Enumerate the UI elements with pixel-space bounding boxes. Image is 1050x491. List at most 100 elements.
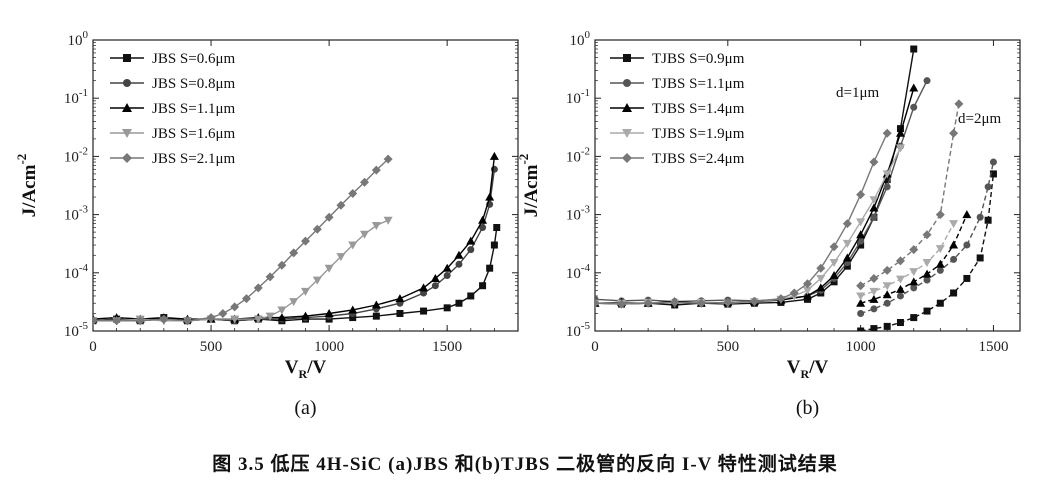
data-point xyxy=(896,318,904,326)
data-point xyxy=(883,176,891,184)
data-point xyxy=(895,256,905,266)
annotation-label: d=2μm xyxy=(958,111,1002,127)
data-point xyxy=(910,103,918,111)
y-axis-label: J/Acm-2 xyxy=(516,154,542,218)
data-point xyxy=(803,291,812,300)
series-line xyxy=(595,147,902,304)
data-point xyxy=(882,282,892,291)
data-point xyxy=(870,305,878,313)
data-point xyxy=(895,128,905,137)
data-point xyxy=(856,190,866,200)
data-point xyxy=(493,224,501,232)
data-point xyxy=(856,298,866,307)
legend-item: JBS S=2.1μm xyxy=(110,151,236,167)
data-point xyxy=(883,299,891,307)
chart-panel-a: 0 500 1000 1500 10-5 10-4 10-3 10-2 10-1 100 VR/V J… xyxy=(14,29,519,419)
data-point xyxy=(949,128,959,138)
y-tick-label: 10-3 xyxy=(64,204,89,224)
data-point xyxy=(336,253,346,262)
data-point xyxy=(984,183,992,191)
series-3 xyxy=(93,151,499,323)
data-point xyxy=(857,309,865,317)
data-point xyxy=(922,259,932,268)
legend-item: TJBS S=1.4μm xyxy=(610,101,745,117)
legend-marker xyxy=(622,153,632,163)
data-point xyxy=(829,270,839,279)
data-point xyxy=(936,266,944,274)
data-point xyxy=(135,316,145,326)
legend-label: JBS S=1.6μm xyxy=(152,126,236,142)
legend-item: JBS S=1.6μm xyxy=(110,126,236,142)
data-point xyxy=(976,254,984,262)
data-point xyxy=(442,263,452,272)
series-line xyxy=(93,227,498,322)
data-point xyxy=(93,316,98,326)
legend-marker xyxy=(622,103,632,112)
x-axis-label: VR/V xyxy=(285,357,327,381)
data-point xyxy=(324,308,334,317)
data-point xyxy=(312,276,322,285)
data-point xyxy=(443,271,451,279)
data-point xyxy=(443,304,451,312)
data-point xyxy=(348,305,358,314)
data-point xyxy=(976,213,984,221)
legend-marker xyxy=(622,129,632,138)
data-point xyxy=(895,275,905,284)
data-point xyxy=(360,177,370,187)
data-point xyxy=(467,246,475,254)
data-point xyxy=(277,260,287,270)
data-point xyxy=(230,302,240,312)
data-point xyxy=(829,242,839,252)
legend-label: JBS S=0.8μm xyxy=(152,76,236,92)
data-point xyxy=(816,274,826,283)
data-point xyxy=(670,297,680,307)
data-point xyxy=(856,230,866,239)
data-point xyxy=(883,183,891,191)
data-point xyxy=(348,189,358,199)
legend-item: TJBS S=1.1μm xyxy=(610,76,745,92)
data-point xyxy=(595,298,600,308)
data-point xyxy=(936,299,944,307)
data-point xyxy=(896,125,904,133)
legend-marker xyxy=(122,103,132,112)
data-point xyxy=(869,203,879,212)
data-point xyxy=(277,306,287,315)
data-point xyxy=(265,272,275,282)
y-tick-label: 10-3 xyxy=(566,204,591,224)
x-axis-label: VR/V xyxy=(787,357,829,381)
legend-label: TJBS S=1.1μm xyxy=(652,76,745,92)
data-point xyxy=(289,298,299,307)
y-tick-label: 10-2 xyxy=(566,145,590,165)
y-tick-label: 100 xyxy=(570,29,591,49)
data-point xyxy=(870,325,878,331)
data-point xyxy=(478,215,488,224)
series-line xyxy=(595,87,915,304)
data-point xyxy=(455,260,463,268)
data-point xyxy=(253,283,263,293)
data-point xyxy=(324,264,334,273)
data-point xyxy=(489,151,499,160)
data-point xyxy=(816,283,826,292)
data-point xyxy=(935,259,945,268)
data-point xyxy=(218,308,228,318)
plot-area xyxy=(93,151,501,326)
data-point xyxy=(479,224,487,232)
data-point xyxy=(963,241,971,249)
data-point xyxy=(869,196,879,205)
data-point xyxy=(265,312,275,321)
x-tick-label: 0 xyxy=(89,339,97,355)
data-point xyxy=(383,216,393,225)
data-point xyxy=(467,292,475,300)
legend-item: TJBS S=2.4μm xyxy=(610,151,745,167)
series-4 xyxy=(93,216,393,326)
data-point xyxy=(909,83,919,92)
y-tick-label: 10-2 xyxy=(64,145,88,165)
data-point xyxy=(829,259,839,268)
data-point xyxy=(909,277,919,286)
figure-caption: 图 3.5 低压 4H-SiC (a)JBS 和(b)TJBS 二极管的反向 I… xyxy=(212,454,838,475)
data-point xyxy=(923,77,931,85)
data-point xyxy=(789,288,799,298)
data-point xyxy=(935,245,945,254)
series-line xyxy=(93,158,389,322)
data-point xyxy=(486,264,494,272)
